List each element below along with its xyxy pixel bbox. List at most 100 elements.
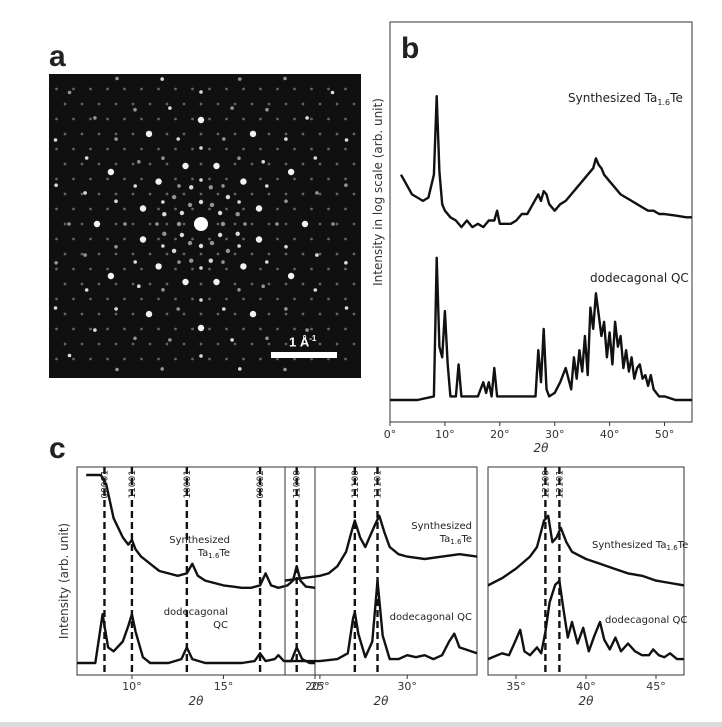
diffraction-spot [276,87,279,91]
diffraction-spot [352,342,356,346]
diffraction-spot [327,177,330,181]
diffraction-spot [199,162,203,166]
series-label-qc-c1-line2: QC [213,620,228,631]
diffraction-spot [72,357,75,361]
diffraction-spot [189,185,194,190]
diffraction-spot [131,252,135,256]
series-label-subscript: 1.6 [450,538,462,546]
diffraction-spot [165,102,169,106]
diffraction-spot [352,312,356,316]
diffraction-spot [233,342,237,346]
diffraction-spot [174,87,177,91]
x-tick-label-c: 15° [214,680,234,693]
diffraction-spot [157,357,160,361]
diffraction-spot [233,282,237,286]
diffraction-spot [287,168,295,176]
diffraction-spot [250,282,254,286]
x-axis-label-b: 2θ [534,441,550,455]
diffraction-spot [327,207,330,211]
series-line-qc-b [390,256,692,402]
plot-frame-c2 [284,466,478,676]
diffraction-spot [265,260,269,264]
diffraction-spot [106,357,109,361]
diffraction-spot [189,258,194,263]
series-label-subscript: 1.6 [208,552,220,560]
series-label-synthesized-c1: Synthesized [169,535,230,546]
diffraction-spot [155,263,162,270]
diffraction-spot [171,248,177,254]
diffraction-spot [249,130,257,138]
diffraction-spot [293,357,296,361]
diffraction-spot [182,102,186,106]
diffraction-spot [174,327,177,331]
diffraction-spot [327,357,330,361]
diffraction-spot [80,162,84,166]
diffraction-spot [114,222,118,226]
diffraction-spot [165,192,169,196]
diffraction-spot [209,240,215,246]
diffraction-spot [276,177,279,181]
diffraction-spot [242,237,245,241]
diffraction-spot [123,357,126,361]
diffraction-spot [344,147,347,151]
diffraction-spot [140,147,143,151]
diffraction-spot [301,162,305,166]
diffraction-spot [89,87,92,91]
diffraction-spot [259,327,262,331]
diffraction-spot [216,252,220,256]
diffraction-spot [276,357,279,361]
diffraction-spot [242,207,245,211]
diffraction-spot [55,117,58,121]
x-tick-label-c: 10° [122,680,142,693]
diffraction-spot [199,132,203,136]
diffraction-spot [162,231,167,236]
diffraction-spot [284,245,288,249]
diffraction-spot [191,237,194,241]
series-label-tail-b: Te [669,91,683,105]
series-line-qc-c2 [285,579,477,663]
diffraction-spot [238,77,242,81]
subplot-inner [488,467,684,675]
diffraction-spot [259,267,262,271]
x-tick-label-c: 25° [310,680,330,693]
bottom-edge [0,722,722,727]
diffraction-spot [148,192,152,196]
diffraction-spot [225,177,228,181]
diffraction-spot [250,252,254,256]
diffraction-spot [199,252,203,256]
diffraction-spot [182,192,186,196]
diffraction-spot [301,282,305,286]
diffraction-spot [199,354,203,358]
reference-line-label: 11100 [351,470,361,499]
diffraction-spot [237,200,241,204]
diffraction-spot [97,162,101,166]
reference-line-label: 12101 [555,470,565,499]
diffraction-spot [284,102,288,106]
diffraction-spot [327,117,330,121]
diffraction-spot [301,220,309,228]
diffraction-spot [174,357,177,361]
diffraction-spot [335,192,339,196]
diffraction-spot [293,237,296,241]
diffraction-spot [174,267,177,271]
diffraction-spot [318,312,322,316]
diffraction-spot [80,102,84,106]
reference-line-label: 11001 [128,470,138,499]
diffraction-spot [145,310,153,318]
diffraction-spot [55,87,58,91]
diffraction-spot [123,147,126,151]
panel-label-a: a [49,40,66,73]
diffraction-spot [293,117,296,121]
diffraction-spot [55,297,58,301]
diffraction-spot [216,222,220,226]
diffraction-spot [276,237,279,241]
diffraction-spot [301,342,305,346]
diffraction-spot [265,336,269,341]
diffraction-spot [107,272,115,280]
diffraction-spot [344,327,347,331]
diffraction-spot [157,147,160,151]
diffraction-spot [310,147,313,151]
diffraction-spot [335,342,339,346]
diffraction-spot [249,310,257,318]
diffraction-spot [139,236,147,243]
